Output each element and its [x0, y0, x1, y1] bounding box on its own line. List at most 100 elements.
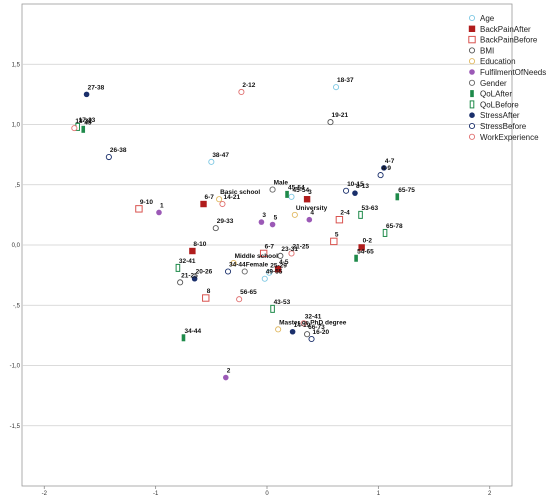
point-label-basic-school: Basic school — [220, 189, 260, 196]
point-education-university — [291, 211, 298, 218]
point-label-9-10: 9-10 — [140, 199, 153, 206]
point-bmi-21-25 — [177, 279, 184, 286]
point-label-23-31: 23-31 — [281, 246, 298, 253]
point-backpainbefore-8 — [202, 294, 210, 302]
point-age-49-55 — [261, 275, 268, 282]
point-qolafter-65-75 — [395, 193, 400, 201]
point-backpainafter-0-2 — [358, 244, 365, 251]
point-label-2: 2 — [227, 368, 231, 375]
point-education-basic-school — [216, 196, 223, 203]
point-bmi-19-21 — [327, 119, 334, 126]
point-stressafter-4-7 — [381, 165, 387, 171]
point-label-6-7: 6-7 — [205, 194, 215, 201]
legend-marker-age — [468, 14, 476, 22]
point-label-2-4: 2-4 — [340, 210, 350, 217]
point-label-38-47: 38-47 — [212, 152, 229, 159]
point-backpainbefore-2-4 — [335, 215, 344, 224]
point-label-8: 8 — [207, 288, 211, 295]
point-label-female: Female — [246, 262, 269, 269]
legend-marker-backpainbefore — [468, 35, 476, 44]
point-fulfilmentofneeds-5 — [269, 221, 276, 228]
y-tick-label: -,5 — [13, 303, 21, 309]
point-qolbefore-53-63 — [358, 210, 363, 219]
point-label-54-65: 54-65 — [357, 248, 374, 255]
point-label-49-55: 49-55 — [266, 269, 283, 276]
point-gender-female — [241, 268, 248, 275]
point-label-master-or-phd-degree: Master or PhD degree — [279, 319, 347, 326]
point-label-4-5: 4-5 — [279, 259, 289, 266]
point-label-66-73: 66-73 — [308, 324, 325, 331]
point-workexperience-2-12 — [238, 88, 245, 96]
point-bmi-66-73 — [304, 331, 311, 338]
x-tick-label: -2 — [42, 491, 48, 497]
y-axis-ticks: 1,5 1,0 ,5 0,0 -,5 -1,0 -1,5 — [10, 62, 21, 430]
legend-marker-backpainafter — [468, 25, 476, 32]
point-label-2-12: 2-12 — [242, 82, 255, 89]
point-label-27-38: 27-38 — [88, 84, 105, 91]
legend-label-gender: Gender — [480, 79, 507, 88]
legend-marker-qolbefore — [469, 100, 475, 109]
point-qolafter-45 — [81, 125, 86, 133]
gridlines — [22, 63, 512, 427]
point-stressafter-27-38 — [83, 91, 90, 98]
point-label-14-19: 14-19 — [294, 322, 311, 329]
legend-label-fulfilmentofneeds: FulfilmentOfNeeds — [480, 68, 546, 77]
point-backpainafter-8-10 — [189, 247, 196, 255]
point-label-32-41: 32-41 — [179, 258, 196, 265]
legend-label-workexperience: WorkExperience — [480, 133, 539, 142]
legend-label-stressafter: StressAfter — [480, 111, 520, 120]
point-label-34-44: 34-44 — [184, 328, 201, 335]
point-label-43-53: 43-53 — [274, 299, 291, 306]
point-label-29-33: 29-33 — [217, 218, 234, 225]
point-label-6-7: 6-7 — [265, 243, 275, 250]
data-points — [71, 84, 400, 381]
point-stressafter-8-13 — [352, 190, 358, 196]
point-workexperience-32-41 — [300, 320, 307, 327]
y-tick-label: ,5 — [15, 183, 21, 189]
point-label-45-54: 45-54 — [293, 187, 310, 194]
point-label-1: 1 — [160, 202, 164, 209]
point-label-4-7: 4-7 — [385, 158, 395, 165]
point-label-16-20: 16-20 — [313, 329, 330, 336]
point-stressafter-20-26 — [191, 275, 198, 282]
y-tick-label: 1,0 — [12, 123, 21, 129]
legend-marker-gender — [468, 79, 476, 86]
point-age-45-54 — [288, 193, 295, 200]
point-label-26-38: 26-38 — [110, 147, 127, 154]
point-label-45: 45 — [84, 119, 92, 126]
legend-marker-stressafter — [469, 112, 475, 118]
legend-label-stressbefore: StressBefore — [480, 122, 527, 131]
point-backpainafter-3 — [303, 196, 311, 203]
point-backpainafter-4-5 — [274, 265, 282, 273]
legend-marker-fulfilmentofneeds — [469, 69, 475, 75]
legend-marker-stressbefore — [468, 122, 476, 130]
point-label-middle-school: Middle school — [235, 253, 279, 260]
point-label-4: 4 — [310, 210, 314, 217]
x-tick-label: 1 — [377, 491, 381, 497]
point-age-25-29 — [266, 269, 273, 276]
point-label-25-29: 25-29 — [270, 263, 287, 270]
point-age-18-37 — [332, 84, 340, 91]
point-stressbefore-34-44 — [224, 268, 232, 275]
point-label-20-26: 20-26 — [196, 269, 213, 276]
point-backpainbefore-9-10 — [135, 205, 143, 213]
point-fulfilmentofneeds-3 — [258, 219, 265, 225]
point-label-university: University — [296, 205, 328, 212]
point-label-14-21: 14-21 — [223, 194, 240, 201]
x-tick-label: 0 — [265, 491, 269, 497]
point-label-male: Male — [274, 180, 289, 187]
point-education-middle-school — [230, 260, 237, 267]
y-tick-label: 1,5 — [12, 62, 21, 68]
legend-marker-bmi — [468, 47, 476, 54]
point-label-5: 5 — [335, 231, 339, 238]
point-qolafter-45-54 — [285, 190, 289, 198]
point-fulfilmentofneeds-1 — [156, 209, 162, 216]
point-stressbefore-4-9 — [377, 172, 384, 179]
point-label-65-78: 65-78 — [386, 223, 403, 230]
x-tick-label: -1 — [153, 491, 159, 497]
legend-label-qolafter: QoLAfter — [480, 90, 512, 99]
point-label-65-75: 65-75 — [398, 187, 415, 194]
point-label-10-15: 10-15 — [347, 181, 364, 188]
